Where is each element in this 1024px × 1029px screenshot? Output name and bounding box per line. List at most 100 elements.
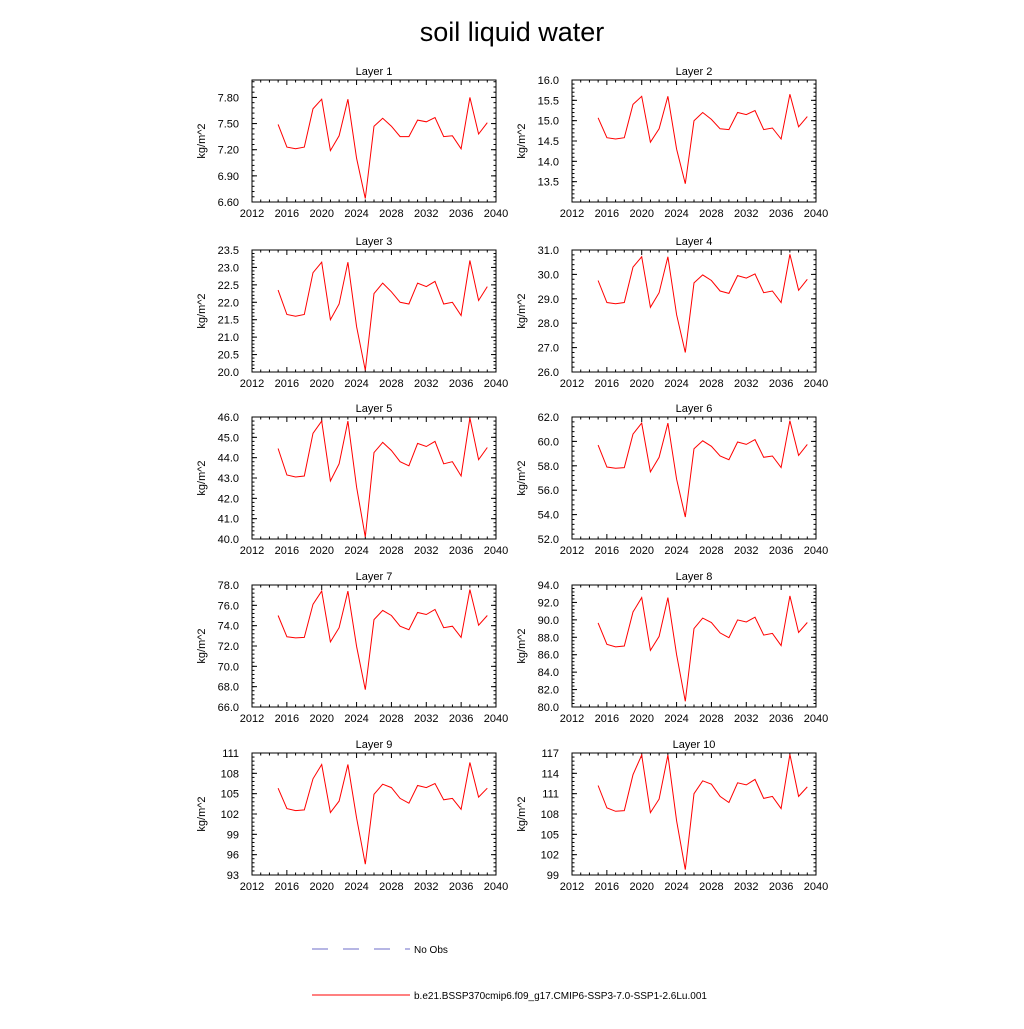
y-tick-label: 14.5 — [538, 136, 559, 148]
x-tick-label: 2036 — [449, 208, 473, 220]
y-tick-label: 111 — [542, 789, 559, 801]
x-tick-label: 2012 — [240, 881, 264, 893]
x-tick-label: 2012 — [240, 378, 264, 390]
x-tick-label: 2040 — [484, 208, 508, 220]
panel-2: Layer 2 kg/m^2 2012 2016 2020 2024 2028 2032 203… — [516, 66, 828, 220]
x-tick-label: 2028 — [379, 208, 403, 220]
y-tick-label: 20.0 — [218, 367, 239, 379]
panel-7: Layer 7 kg/m^2 2012 2016 2020 2024 2028 2032 203… — [196, 571, 508, 725]
panel-frame — [251, 416, 497, 540]
y-tick-label: 99 — [227, 829, 239, 841]
x-tick-label: 2016 — [275, 545, 299, 557]
x-tick-label: 2024 — [664, 208, 688, 220]
x-tick-label: 2036 — [449, 378, 473, 390]
panels: Layer 1 kg/m^2 2012 2016 2020 2024 2028 2032 203… — [196, 66, 828, 893]
x-tick-label: 2032 — [414, 208, 438, 220]
x-tick-label: 2040 — [484, 545, 508, 557]
panel-title: Layer 6 — [676, 403, 713, 415]
y-tick-label: 21.5 — [218, 315, 239, 327]
y-axis-label: kg/m^2 — [196, 796, 208, 831]
y-tick-label: 43.0 — [218, 473, 239, 485]
x-tick-label: 2020 — [629, 881, 653, 893]
x-tick-label: 2012 — [560, 208, 584, 220]
y-tick-label: 54.0 — [538, 510, 559, 522]
x-tick-label: 2036 — [449, 713, 473, 725]
x-tick-label: 2024 — [664, 881, 688, 893]
x-tick-label: 2028 — [379, 881, 403, 893]
legend-model-label: b.e21.BSSP370cmip6.f09_g17.CMIP6-SSP3-7.… — [414, 991, 707, 1002]
panel-1: Layer 1 kg/m^2 2012 2016 2020 2024 2028 2032 203… — [196, 66, 508, 220]
panel-frame — [571, 79, 817, 203]
panel-title: Layer 8 — [676, 571, 713, 583]
x-tick-label: 2028 — [699, 881, 723, 893]
y-tick-label: 45.0 — [218, 432, 239, 444]
x-tick-label: 2032 — [414, 378, 438, 390]
y-tick-label: 117 — [541, 748, 559, 760]
x-tick-label: 2024 — [344, 713, 368, 725]
y-axis-label: kg/m^2 — [196, 293, 208, 328]
panel-frame — [571, 416, 817, 540]
y-tick-label: 58.0 — [538, 461, 559, 473]
y-tick-label: 66.0 — [218, 702, 239, 714]
y-tick-label: 62.0 — [538, 412, 559, 424]
x-tick-label: 2016 — [275, 378, 299, 390]
x-tick-label: 2012 — [560, 378, 584, 390]
x-tick-label: 2036 — [449, 545, 473, 557]
x-tick-label: 2020 — [629, 713, 653, 725]
panel-frame — [251, 79, 497, 203]
y-axis-label: kg/m^2 — [516, 796, 528, 831]
panel-frame — [251, 584, 497, 708]
x-tick-label: 2024 — [344, 881, 368, 893]
y-tick-label: 6.90 — [218, 171, 239, 183]
x-tick-label: 2012 — [560, 713, 584, 725]
y-tick-label: 16.0 — [538, 75, 559, 87]
x-tick-label: 2040 — [484, 378, 508, 390]
x-tick-label: 2020 — [629, 545, 653, 557]
panel-frame — [251, 249, 497, 373]
series-line — [277, 260, 488, 371]
panel-title: Layer 9 — [356, 739, 393, 751]
x-tick-label: 2032 — [734, 378, 758, 390]
y-tick-label: 44.0 — [218, 453, 239, 465]
series-line — [277, 589, 488, 690]
x-tick-label: 2012 — [240, 545, 264, 557]
x-tick-label: 2012 — [240, 208, 264, 220]
y-tick-label: 14.0 — [538, 156, 559, 168]
y-tick-label: 78.0 — [218, 580, 239, 592]
y-tick-label: 74.0 — [218, 621, 239, 633]
x-tick-label: 2032 — [734, 713, 758, 725]
y-tick-label: 31.0 — [538, 245, 559, 257]
x-tick-label: 2036 — [769, 208, 793, 220]
series-line — [277, 97, 488, 199]
x-tick-label: 2016 — [595, 713, 619, 725]
figure-title: soil liquid water — [420, 17, 605, 47]
y-axis-label: kg/m^2 — [516, 460, 528, 495]
y-tick-label: 41.0 — [218, 514, 239, 526]
y-tick-label: 93 — [227, 870, 239, 882]
x-tick-label: 2040 — [804, 713, 828, 725]
y-tick-label: 105 — [221, 789, 239, 801]
y-tick-label: 23.0 — [218, 262, 239, 274]
x-tick-label: 2028 — [699, 378, 723, 390]
panel-title: Layer 10 — [673, 739, 716, 751]
x-tick-label: 2020 — [629, 378, 653, 390]
panel-frame — [571, 249, 817, 373]
x-tick-label: 2020 — [309, 713, 333, 725]
y-tick-label: 99 — [547, 870, 559, 882]
x-tick-label: 2024 — [664, 713, 688, 725]
y-tick-label: 52.0 — [538, 534, 559, 546]
legend: No Obs b.e21.BSSP370cmip6.f09_g17.CMIP6-… — [312, 945, 707, 1002]
y-tick-label: 102 — [541, 850, 559, 862]
x-tick-label: 2028 — [379, 545, 403, 557]
x-tick-label: 2032 — [414, 881, 438, 893]
x-tick-label: 2016 — [595, 378, 619, 390]
panel-frame — [251, 752, 497, 876]
y-tick-label: 94.0 — [538, 580, 559, 592]
x-tick-label: 2024 — [664, 378, 688, 390]
series-line — [597, 254, 808, 353]
y-tick-label: 68.0 — [218, 682, 239, 694]
x-tick-label: 2032 — [734, 881, 758, 893]
y-tick-label: 21.0 — [218, 332, 239, 344]
x-tick-label: 2028 — [699, 545, 723, 557]
